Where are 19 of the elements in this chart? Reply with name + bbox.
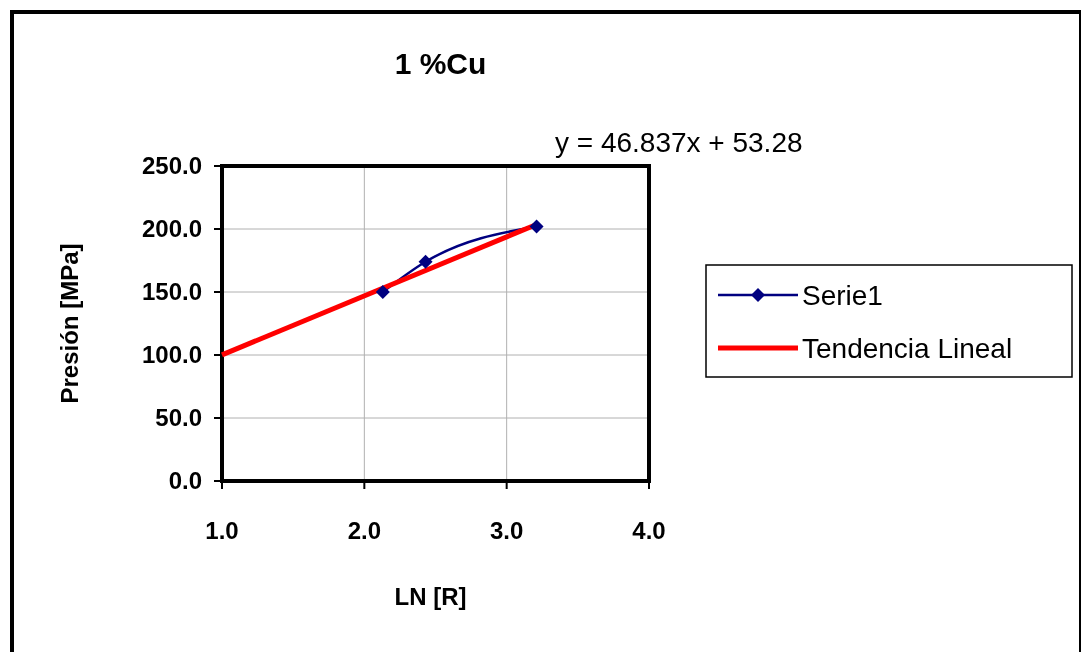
y-axis-title: Presión [MPa]	[56, 243, 83, 404]
x-axis-title: LN [R]	[394, 583, 467, 610]
y-tick-label: 200.0	[141, 215, 202, 243]
x-tick-label: 1.0	[205, 517, 239, 544]
y-tick-label: 50.0	[155, 404, 202, 432]
y-tick-label: 0.0	[168, 467, 202, 495]
point	[529, 219, 544, 234]
text: y = 46.837x + 53.28	[555, 127, 803, 158]
legend-label: Serie1	[802, 279, 883, 311]
y-tick-label: 150.0	[141, 278, 202, 306]
legend-label: Tendencia Lineal	[802, 332, 1013, 364]
x-tick-label: 4.0	[632, 517, 666, 544]
point	[375, 285, 390, 299]
x-tick-label: 2.0	[347, 517, 382, 544]
point	[418, 254, 433, 269]
chart-title: 1 %Cu	[394, 47, 487, 80]
y-tick-label: 250.0	[141, 152, 202, 180]
y-tick-label: 100.0	[141, 341, 202, 369]
x-tick-label: 3.0	[489, 517, 524, 544]
